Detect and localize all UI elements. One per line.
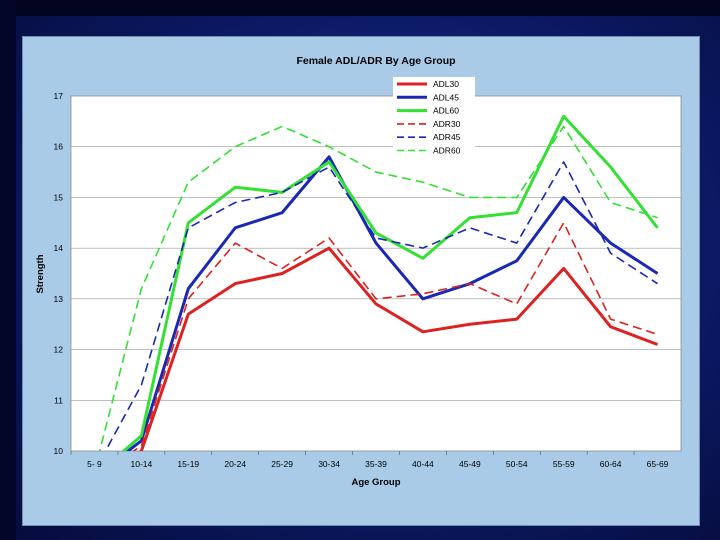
legend-label: ADR45 — [433, 132, 461, 142]
x-tick-label: 5- 9 — [87, 459, 102, 469]
x-tick-label: 35-39 — [365, 459, 387, 469]
chart-title: Female ADL/ADR By Age Group — [296, 55, 455, 67]
legend-label: ADR60 — [433, 146, 461, 156]
y-tick-label: 16 — [54, 142, 64, 152]
chart-frame: 10 11 12 13 14 15 16 17 5- 9 10-14 15-19 20-24 25-2… — [22, 36, 700, 526]
y-tick-label: 17 — [54, 91, 64, 101]
x-tick-label: 45-49 — [459, 459, 481, 469]
x-tick-label: 30-34 — [318, 459, 340, 469]
y-tick-label: 12 — [54, 345, 64, 355]
top-dark-band — [0, 0, 720, 16]
y-tick-label: 15 — [54, 192, 64, 202]
x-tick-label: 10-14 — [131, 459, 153, 469]
y-axis-label: Strength — [35, 254, 46, 293]
legend-label: ADR30 — [433, 119, 461, 129]
line-chart: 10 11 12 13 14 15 16 17 5- 9 10-14 15-19 20-24 25-2… — [35, 55, 682, 488]
series-line-adr60 — [98, 125, 658, 451]
x-tick-label: 55-59 — [553, 459, 575, 469]
legend-label: ADL45 — [433, 92, 459, 102]
y-tick-label: 11 — [54, 395, 63, 405]
plot-area — [70, 95, 682, 452]
x-axis-label: Age Group — [351, 477, 400, 488]
x-tick-label: 20-24 — [224, 459, 246, 469]
legend-label: ADL30 — [433, 79, 459, 89]
y-tick-label: 14 — [54, 243, 64, 253]
x-tick-label: 40-44 — [412, 459, 434, 469]
y-tick-labels: 10 11 12 13 14 15 16 17 — [54, 91, 64, 456]
y-tick-label: 10 — [54, 446, 64, 456]
x-tick-label: 65-69 — [647, 459, 669, 469]
x-tick-label: 25-29 — [271, 459, 293, 469]
legend-box — [393, 77, 475, 161]
series-line-adl30 — [138, 246, 659, 451]
legend-label: ADL60 — [433, 106, 459, 116]
x-tick-label: 50-54 — [506, 459, 528, 469]
x-tick-label: 60-64 — [600, 459, 622, 469]
series-line-adl60 — [121, 114, 659, 451]
series-line-adr45 — [104, 161, 658, 451]
series-line-adl45 — [125, 155, 659, 451]
x-tick-label: 15-19 — [177, 459, 199, 469]
left-dark-band — [0, 0, 16, 540]
x-tick-labels: 5- 9 10-14 15-19 20-24 25-29 30-34 35-39 40-44 4… — [70, 451, 669, 469]
legend: ADL30 ADL45 ADL60 ADR30 ADR45 ADR60 — [393, 77, 475, 161]
y-tick-label: 13 — [54, 294, 64, 304]
series-lines — [98, 114, 659, 451]
series-line-adr30 — [132, 221, 658, 451]
